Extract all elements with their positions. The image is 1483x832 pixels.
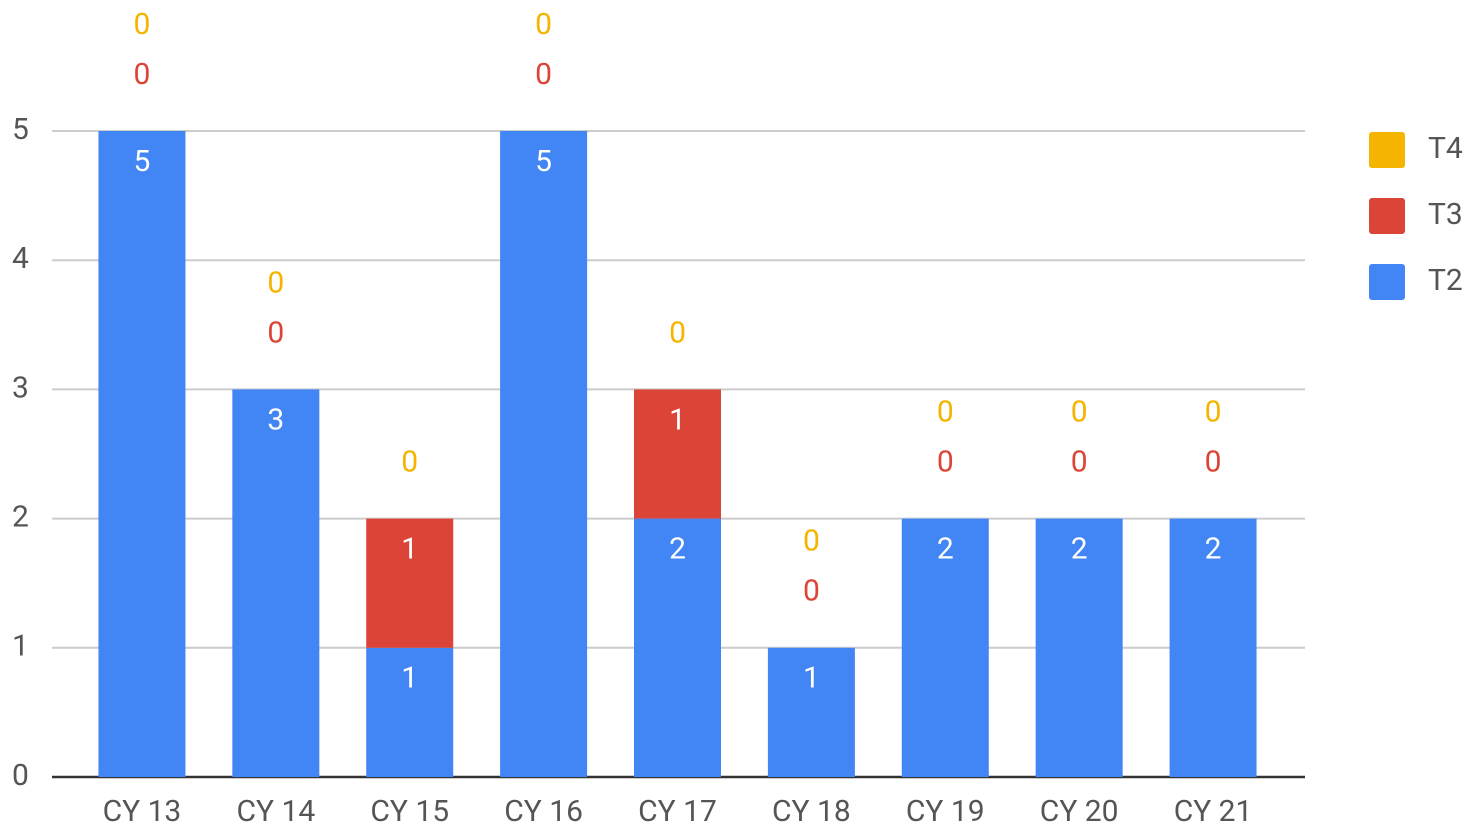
bar-segment xyxy=(366,647,454,777)
legend-label: T2 xyxy=(1428,263,1463,298)
x-tick-label: CY 20 xyxy=(1040,794,1119,829)
y-tick-label: 0 xyxy=(12,758,29,793)
value-label: 0 xyxy=(937,445,954,480)
bar-segment xyxy=(500,131,588,777)
value-label: 0 xyxy=(803,524,820,559)
x-tick-label: CY 15 xyxy=(370,794,449,829)
y-tick-label: 2 xyxy=(12,500,29,535)
value-label: 0 xyxy=(1071,395,1088,430)
y-tick-label: 4 xyxy=(12,241,29,276)
legend-swatch xyxy=(1369,198,1405,234)
bar-segment xyxy=(634,518,721,777)
y-tick-label: 1 xyxy=(12,629,29,664)
value-label: 0 xyxy=(1071,445,1088,480)
value-label: 0 xyxy=(134,7,151,42)
value-label: 0 xyxy=(669,315,686,350)
y-tick-label: 5 xyxy=(12,112,29,147)
value-label: 0 xyxy=(267,315,284,350)
bar-segment xyxy=(634,389,721,519)
x-tick-label: CY 16 xyxy=(504,794,583,829)
x-tick-label: CY 19 xyxy=(906,794,985,829)
value-label: 5 xyxy=(535,144,552,179)
value-label: 2 xyxy=(1071,532,1088,567)
value-label: 0 xyxy=(535,7,552,42)
bar-segment xyxy=(1035,518,1123,777)
x-tick-label: CY 21 xyxy=(1174,794,1253,829)
value-label: 0 xyxy=(267,265,284,300)
value-label: 3 xyxy=(267,402,284,437)
value-label: 1 xyxy=(803,661,820,696)
legend-label: T4 xyxy=(1428,131,1463,166)
bar-segment xyxy=(232,389,320,777)
value-label: 0 xyxy=(134,57,151,92)
value-label: 0 xyxy=(401,445,418,480)
bar-segment xyxy=(901,518,989,777)
x-tick-label: CY 18 xyxy=(772,794,851,829)
legend-label: T3 xyxy=(1428,197,1463,232)
bar-segment xyxy=(98,131,186,777)
value-label: 0 xyxy=(937,395,954,430)
value-label: 1 xyxy=(401,532,418,567)
x-tick-label: CY 14 xyxy=(236,794,315,829)
y-tick-label: 3 xyxy=(12,370,29,405)
x-tick-label: CY 13 xyxy=(103,794,182,829)
bar-segment xyxy=(366,518,454,648)
value-label: 2 xyxy=(669,532,686,567)
value-label: 0 xyxy=(1205,445,1222,480)
legend-swatch xyxy=(1369,132,1405,168)
value-label: 0 xyxy=(535,57,552,92)
value-label: 1 xyxy=(401,661,418,696)
value-label: 1 xyxy=(669,402,686,437)
value-label: 5 xyxy=(134,144,151,179)
x-tick-label: CY 17 xyxy=(638,794,717,829)
value-label: 0 xyxy=(1205,395,1222,430)
legend-swatch xyxy=(1369,264,1405,300)
bar-segment xyxy=(767,647,855,777)
value-label: 2 xyxy=(1205,532,1222,567)
bar-segment xyxy=(1169,518,1257,777)
value-label: 0 xyxy=(803,574,820,609)
value-label: 2 xyxy=(937,532,954,567)
